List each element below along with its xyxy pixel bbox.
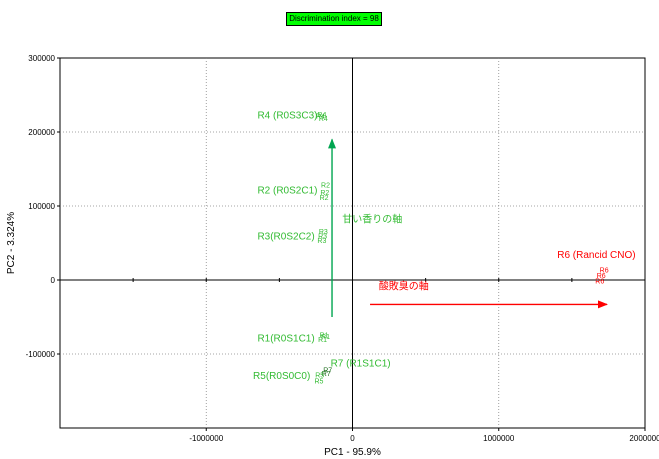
data-point-r5: R5 xyxy=(314,379,323,386)
annotation-label: 甘い香りの軸 xyxy=(342,212,402,225)
data-point-r5: R5 xyxy=(315,373,324,380)
data-point-r4: R4 xyxy=(317,112,326,119)
data-point-r1: R1 xyxy=(318,337,327,344)
annotation-label: R4 (R0S3C3) xyxy=(257,111,317,122)
data-point-r2: R2 xyxy=(320,195,329,202)
data-point-r3: R3 xyxy=(319,229,328,236)
data-point-r1: R1 xyxy=(320,333,329,340)
annotation-label: 酸敗臭の軸 xyxy=(379,280,429,293)
data-point-r4: R4 xyxy=(316,114,325,121)
x-tick-label: -1000000 xyxy=(189,434,223,443)
data-point-r4: R4 xyxy=(319,116,328,123)
annotation-label: R6 (Rancid CNO) xyxy=(557,250,635,261)
data-point-r7: R7 xyxy=(323,368,332,375)
y-tick-label: 300000 xyxy=(28,54,55,63)
data-point-r2: R2 xyxy=(320,190,329,197)
annotation-label: R3(R0S2C2) xyxy=(257,231,314,242)
x-axis-title: PC1 - 95.9% xyxy=(324,447,381,458)
x-tick-label: 2000000 xyxy=(629,434,659,443)
discrimination-index-badge: Discrimination index = 98 xyxy=(286,12,382,26)
x-tick-label: 1000000 xyxy=(483,434,515,443)
data-point-r2: R2 xyxy=(321,183,330,190)
y-tick-label: 0 xyxy=(51,276,56,285)
annotation-label: R1(R0S1C1) xyxy=(257,333,314,344)
annotation-label: R2 (R0S2C1) xyxy=(257,185,317,196)
data-point-r3: R3 xyxy=(317,238,326,245)
annotation-label: R7 (R1S1C1) xyxy=(331,359,391,370)
y-tick-label: -100000 xyxy=(26,350,56,359)
data-point-r7: R7 xyxy=(322,371,331,378)
y-tick-label: 200000 xyxy=(28,128,55,137)
data-point-r3: R3 xyxy=(318,234,327,241)
y-tick-label: 100000 xyxy=(28,202,55,211)
data-point-r6: R6 xyxy=(595,279,604,286)
x-tick-label: 0 xyxy=(350,434,355,443)
data-point-r6: R6 xyxy=(600,268,609,275)
annotation-label: R5(R0S0C0) xyxy=(253,371,310,382)
data-point-r6: R6 xyxy=(597,273,606,280)
data-point-r1: R1 xyxy=(321,334,330,341)
y-axis-title: PC2 - 3.324% xyxy=(6,212,17,274)
